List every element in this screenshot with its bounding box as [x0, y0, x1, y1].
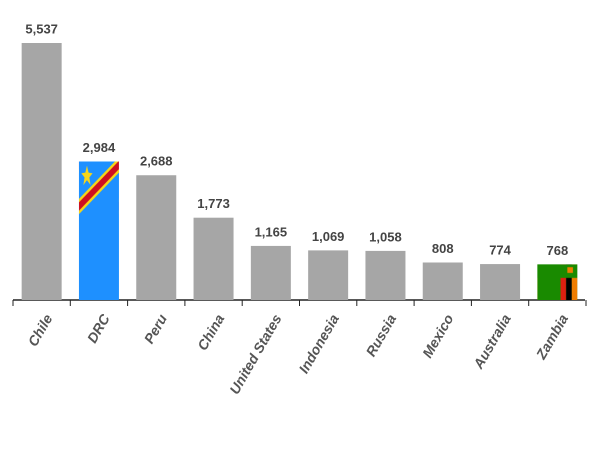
bar — [365, 250, 406, 300]
bar — [250, 245, 291, 300]
x-tick-label: Peru — [141, 311, 171, 346]
x-tick-label: Russia — [362, 311, 399, 359]
x-tick-label: Chile — [24, 311, 55, 349]
value-label: 1,773 — [197, 196, 230, 211]
value-label: 1,165 — [255, 224, 288, 239]
value-label: 2,688 — [140, 154, 173, 169]
x-tick-label: DRC — [84, 311, 113, 346]
bar — [21, 43, 62, 300]
value-label: 774 — [489, 243, 511, 258]
value-label: 768 — [546, 243, 568, 258]
x-tick-label: Australia — [470, 311, 514, 372]
x-tick-label: Indonesia — [295, 311, 342, 376]
x-tick-label: China — [194, 311, 227, 353]
value-label: 1,058 — [369, 229, 402, 244]
bar — [193, 217, 234, 300]
bar — [422, 262, 463, 300]
value-label: 808 — [432, 241, 454, 256]
x-tick-label: Mexico — [419, 311, 457, 360]
x-tick-label: United States — [226, 311, 285, 397]
value-label: 5,537 — [25, 21, 58, 36]
value-label: 1,069 — [312, 229, 345, 244]
bar — [537, 264, 578, 300]
bar — [136, 175, 177, 300]
bar — [308, 250, 349, 300]
bar — [480, 264, 521, 300]
x-tick-label: Zambia — [532, 311, 571, 362]
bar — [78, 161, 119, 300]
value-label: 2,984 — [83, 140, 116, 155]
